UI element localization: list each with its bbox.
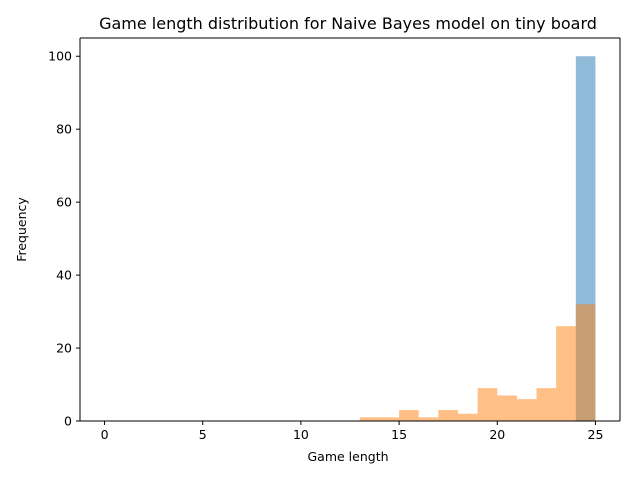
x-tick-label: 5 [199, 427, 207, 442]
bars-layer [359, 56, 596, 421]
y-tick-label: 100 [48, 49, 72, 64]
y-axis-ticks: 0 20 40 60 80 100 [48, 49, 80, 429]
series-2-bar [516, 399, 537, 421]
chart-title: Game length distribution for Naive Bayes… [99, 14, 597, 33]
x-tick-label: 10 [293, 427, 309, 442]
x-tick-label: 20 [489, 427, 505, 442]
y-tick-label: 20 [56, 341, 72, 356]
y-tick-label: 40 [56, 268, 72, 283]
series-2-bar [477, 388, 498, 421]
series-2-bar [438, 410, 458, 421]
x-axis-ticks: 0 5 10 15 20 25 [101, 421, 604, 442]
x-tick-label: 0 [101, 427, 109, 442]
series-2-bar [399, 410, 419, 421]
y-tick-label: 80 [56, 122, 72, 137]
series-2-bar [379, 417, 400, 421]
x-tick-label: 15 [391, 427, 407, 442]
series-2-bar [575, 304, 596, 421]
series-2-bar [359, 417, 380, 421]
y-axis-label: Frequency [14, 197, 29, 262]
series-2-bar [418, 417, 439, 421]
x-tick-label: 25 [588, 427, 604, 442]
series-2-bar [536, 388, 557, 421]
series-2-bar [556, 326, 576, 421]
series-2-bar [497, 395, 517, 421]
y-tick-label: 0 [64, 414, 72, 429]
series-2-bar [458, 413, 478, 421]
x-axis-label: Game length [307, 449, 388, 464]
y-tick-label: 60 [56, 195, 72, 210]
